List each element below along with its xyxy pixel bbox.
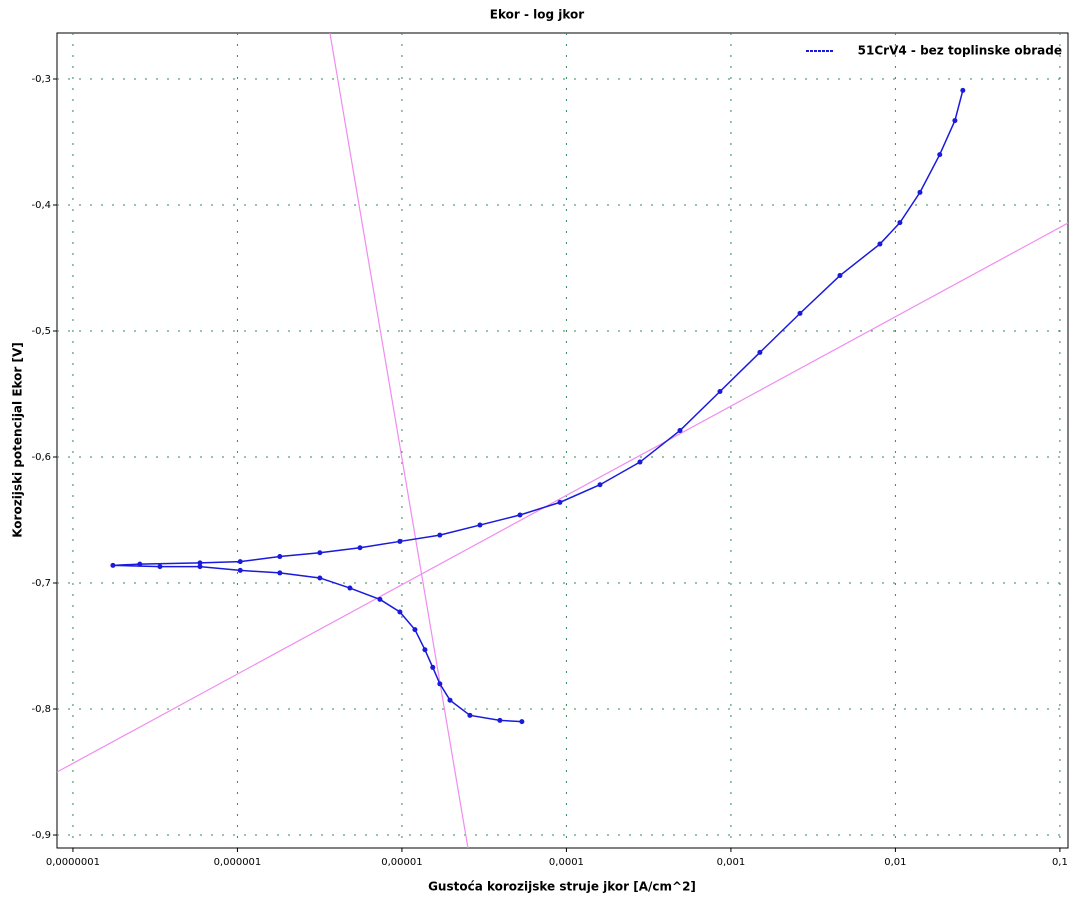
data-point (447, 697, 453, 703)
data-point (477, 522, 483, 528)
data-point (197, 560, 203, 566)
data-point (717, 388, 723, 394)
data-point (877, 241, 883, 247)
plot-frame (56, 32, 1069, 849)
data-point (497, 717, 503, 723)
data-point (237, 559, 243, 565)
x-tick-label: 0,0001 (549, 857, 584, 868)
x-tick-label: 0,01 (884, 857, 906, 868)
y-tick-label: -0,9 (31, 830, 51, 841)
data-point (437, 681, 443, 687)
data-point (430, 664, 436, 670)
y-tick-label: -0,5 (31, 326, 51, 337)
y-tick-label: -0,4 (31, 200, 51, 211)
data-point (137, 561, 143, 567)
x-axis-label: Gustoća korozijske struje jkor [A/cm^2] (428, 880, 696, 894)
data-point (937, 152, 943, 158)
x-tick-label: 0,1 (1052, 857, 1068, 868)
x-tick-label: 0,0000001 (46, 857, 100, 868)
x-tick-label: 0,00001 (381, 857, 422, 868)
legend-label: 51CrV4 - bez toplinske obrade (858, 44, 1062, 58)
data-point (422, 647, 428, 653)
y-tick-label: -0,3 (31, 74, 51, 85)
data-point (837, 273, 843, 279)
y-tick-label: -0,7 (31, 578, 51, 589)
data-point (277, 554, 283, 560)
data-point (677, 428, 683, 434)
data-point (467, 712, 473, 718)
data-point (237, 567, 243, 573)
data-point (397, 538, 403, 544)
data-point (960, 87, 966, 93)
data-point (277, 570, 283, 576)
y-tick-label: -0,8 (31, 704, 51, 715)
data-point (757, 349, 763, 355)
data-point (377, 596, 383, 602)
data-point (157, 564, 163, 570)
data-point (357, 545, 363, 551)
data-point (952, 118, 958, 124)
data-point (557, 499, 563, 505)
data-point (917, 189, 923, 195)
data-point (317, 575, 323, 581)
data-point (637, 459, 643, 465)
data-point (397, 609, 403, 615)
data-point (347, 585, 353, 591)
y-tick-label: -0,6 (31, 452, 51, 463)
x-tick-label: 0,000001 (214, 857, 262, 868)
fit-line (57, 222, 1068, 773)
data-point (519, 719, 525, 725)
x-tick-label: 0,001 (717, 857, 746, 868)
data-point (797, 310, 803, 316)
data-point (197, 564, 203, 570)
fit-line (329, 33, 469, 848)
data-point (517, 512, 523, 518)
data-point (597, 482, 603, 488)
data-point (437, 532, 443, 538)
plot-area (57, 33, 1068, 848)
y-axis-label: Korozijski potencijal Ekor [V] (11, 342, 25, 538)
data-point (110, 562, 116, 568)
data-point (897, 220, 903, 226)
data-point (412, 627, 418, 633)
data-point (317, 550, 323, 556)
chart-title: Ekor - log jkor (490, 8, 584, 22)
